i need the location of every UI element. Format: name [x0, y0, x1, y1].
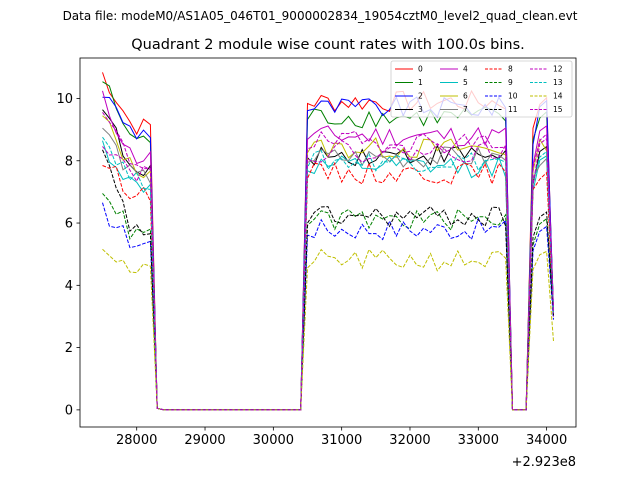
- plot-lines: [102, 72, 554, 411]
- series-line-14: [102, 248, 554, 411]
- x-tick-label: 30000: [253, 433, 294, 448]
- series-line-5: [102, 140, 554, 411]
- x-tick-label: 29000: [184, 433, 225, 448]
- y-tick-label: 0: [65, 403, 73, 418]
- y-tick-label: 2: [65, 341, 73, 356]
- legend-label-11: 11: [508, 105, 518, 114]
- chart-title: Quadrant 2 module wise count rates with …: [131, 37, 525, 53]
- series-line-10: [102, 202, 554, 411]
- y-tick-label: 8: [65, 154, 73, 169]
- x-tick-label: 31000: [321, 433, 362, 448]
- x-tick-label: 34000: [526, 433, 567, 448]
- series-line-11: [102, 149, 554, 411]
- series-line-4: [102, 90, 554, 411]
- legend-box: [390, 60, 573, 118]
- x-offset-label: +2.923e8: [512, 455, 576, 470]
- legend-label-6: 6: [463, 92, 468, 101]
- legend-label-7: 7: [463, 105, 468, 114]
- series-line-8: [102, 161, 554, 411]
- series-line-9: [102, 193, 554, 411]
- legend-label-8: 8: [508, 65, 513, 74]
- series-line-3: [102, 109, 554, 411]
- legend-label-3: 3: [418, 105, 423, 114]
- legend-label-10: 10: [508, 92, 518, 101]
- x-tick-label: 33000: [458, 433, 499, 448]
- legend-label-9: 9: [508, 78, 513, 87]
- x-tick-label: 32000: [389, 433, 430, 448]
- axes: 28000 29000 30000 31000 32000 33000 34000 0 2 4 6 8…: [56, 57, 577, 448]
- x-tick-label: 28000: [116, 433, 157, 448]
- y-tick-label: 6: [65, 217, 73, 232]
- series-line-6: [102, 115, 554, 411]
- legend-label-0: 0: [418, 65, 423, 74]
- figure-supertitle: Data file: modeM0/AS1A05_046T01_90000028…: [63, 9, 578, 23]
- y-tick-label: 10: [56, 92, 73, 107]
- series-line-7: [102, 127, 554, 411]
- legend-label-14: 14: [553, 92, 563, 101]
- y-tick-label: 4: [65, 279, 73, 294]
- plot-frame: [79, 57, 577, 428]
- series-line-1: [102, 81, 554, 411]
- legend-label-12: 12: [553, 65, 563, 74]
- legend-label-2: 2: [418, 92, 423, 101]
- series-line-15: [102, 137, 554, 411]
- legend-label-5: 5: [463, 78, 468, 87]
- legend-label-1: 1: [418, 78, 423, 87]
- legend-label-13: 13: [553, 78, 563, 87]
- legend-label-15: 15: [553, 105, 563, 114]
- legend-label-4: 4: [463, 65, 468, 74]
